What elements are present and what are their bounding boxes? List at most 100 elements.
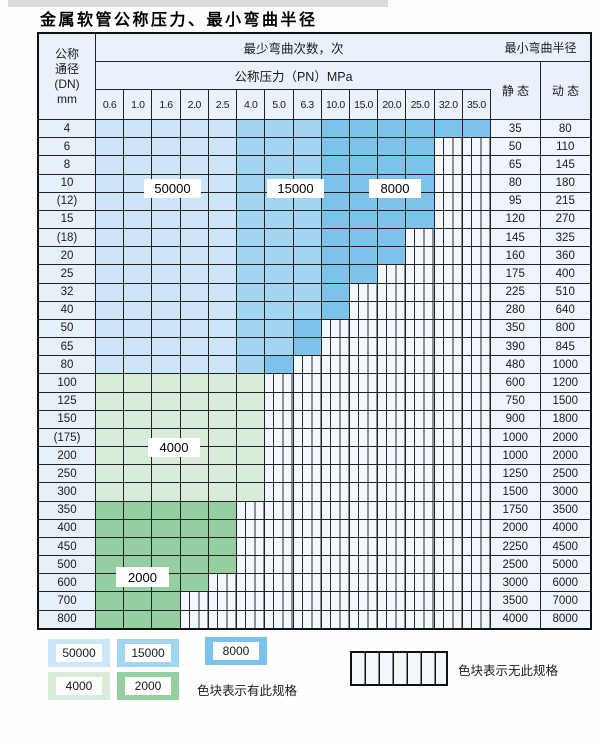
spec-cell — [265, 247, 294, 265]
pressure-tick: 32.0 — [435, 90, 463, 119]
spec-cell — [124, 210, 153, 229]
spec-cell — [378, 156, 407, 174]
spec-cell — [124, 610, 153, 628]
spec-cell — [434, 338, 463, 356]
spec-cell — [321, 338, 350, 356]
table-row: 300 1500 3000 — [39, 483, 590, 502]
spec-cell — [152, 210, 181, 229]
dynamic-radius-cell: 8000 — [540, 610, 590, 628]
spec-cell — [208, 610, 238, 628]
spec-cell — [378, 428, 407, 447]
spec-cell — [321, 192, 350, 210]
spec-cell — [293, 301, 322, 319]
spec-cell — [152, 138, 181, 156]
spec-cell — [237, 428, 266, 447]
spec-cell — [237, 229, 266, 247]
spec-cell — [208, 428, 238, 447]
dynamic-radius-cell: 5000 — [540, 556, 590, 574]
spec-cell — [321, 265, 350, 283]
spec-cell — [462, 247, 492, 265]
dn-cell: (18) — [39, 229, 96, 247]
spec-cell — [124, 301, 153, 319]
spec-cell — [237, 120, 266, 138]
region-label-50000: 50000 — [144, 179, 201, 198]
spec-cell — [265, 229, 294, 247]
spec-cell — [152, 319, 181, 338]
spec-cell — [237, 319, 266, 338]
dn-header-line: mm — [57, 91, 77, 106]
spec-cell — [96, 519, 125, 537]
spec-cell — [349, 210, 379, 229]
pressure-cells — [96, 138, 492, 156]
spec-cell — [434, 319, 463, 338]
dn-cell: 20 — [39, 247, 96, 265]
spec-cell — [237, 556, 266, 574]
spec-cell — [237, 338, 266, 356]
legend-label: 15000 — [125, 644, 171, 662]
spec-cell — [434, 265, 463, 283]
spec-cell — [96, 192, 125, 210]
table-row: 20 160 360 — [39, 247, 590, 266]
table-row: 250 1250 2500 — [39, 465, 590, 484]
pressure-header: 公称压力（PN）MPa — [96, 62, 491, 90]
spec-cell — [208, 556, 238, 574]
spec-cell — [462, 465, 492, 483]
dn-cell: 100 — [39, 374, 96, 392]
spec-cell — [406, 556, 435, 574]
spec-cell — [349, 392, 379, 410]
spec-cell — [96, 319, 125, 338]
spec-cell — [462, 374, 492, 392]
pressure-cells — [96, 574, 492, 592]
spec-cell — [293, 519, 322, 537]
spec-cell — [152, 610, 181, 628]
dynamic-radius-cell: 1800 — [540, 410, 590, 428]
dynamic-radius-cell: 4000 — [540, 519, 590, 537]
spec-cell — [96, 501, 125, 519]
spec-cell — [208, 229, 238, 247]
spec-cell — [293, 556, 322, 574]
pressure-tick: 25.0 — [406, 90, 435, 119]
spec-cell — [124, 501, 153, 519]
spec-cell — [237, 465, 266, 483]
spec-cell — [265, 574, 294, 592]
spec-cell — [378, 319, 407, 338]
dn-header-line: 通径 — [54, 61, 79, 76]
dynamic-radius-cell: 640 — [540, 301, 590, 319]
spec-cell — [321, 483, 350, 501]
legend-swatch-4000: 4000 — [48, 672, 110, 700]
table-row: 100 600 1200 — [39, 374, 590, 393]
spec-cell — [180, 301, 209, 319]
page-title: 金属软管公称压力、最小弯曲半径 — [40, 10, 318, 29]
dynamic-radius-cell: 270 — [540, 210, 590, 229]
spec-cell — [462, 392, 492, 410]
spec-cell — [180, 592, 209, 610]
spec-cell — [237, 210, 266, 229]
pressure-cells — [96, 519, 492, 537]
spec-cell — [349, 428, 379, 447]
dynamic-radius-cell: 510 — [540, 283, 590, 301]
spec-cell — [152, 410, 181, 428]
dn-cell: 6 — [39, 138, 96, 156]
dn-cell: 500 — [39, 556, 96, 574]
dynamic-radius-cell: 3000 — [540, 483, 590, 501]
spec-cell — [434, 392, 463, 410]
dn-cell: 150 — [39, 410, 96, 428]
spec-cell — [96, 465, 125, 483]
spec-cell — [406, 465, 435, 483]
spec-cell — [406, 483, 435, 501]
spec-cell — [321, 574, 350, 592]
pressure-cells — [96, 465, 492, 483]
legend-label: 8000 — [213, 642, 259, 660]
table-row: 8 65 145 — [39, 156, 590, 175]
spec-cell — [406, 283, 435, 301]
static-radius-cell: 900 — [491, 410, 541, 428]
spec-cell — [265, 410, 294, 428]
spec-cell — [406, 592, 435, 610]
static-radius-cell: 2500 — [491, 556, 541, 574]
pressure-tick: 6.3 — [294, 90, 322, 119]
spec-cell — [180, 229, 209, 247]
dn-cell: 15 — [39, 210, 96, 229]
table-row: 50 350 800 — [39, 319, 590, 339]
spec-cell — [96, 537, 125, 556]
spec-cell — [96, 247, 125, 265]
